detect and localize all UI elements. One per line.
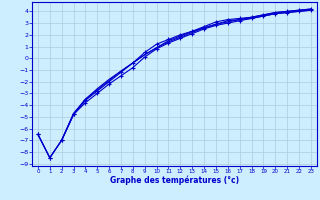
X-axis label: Graphe des températures (°c): Graphe des températures (°c) <box>110 176 239 185</box>
